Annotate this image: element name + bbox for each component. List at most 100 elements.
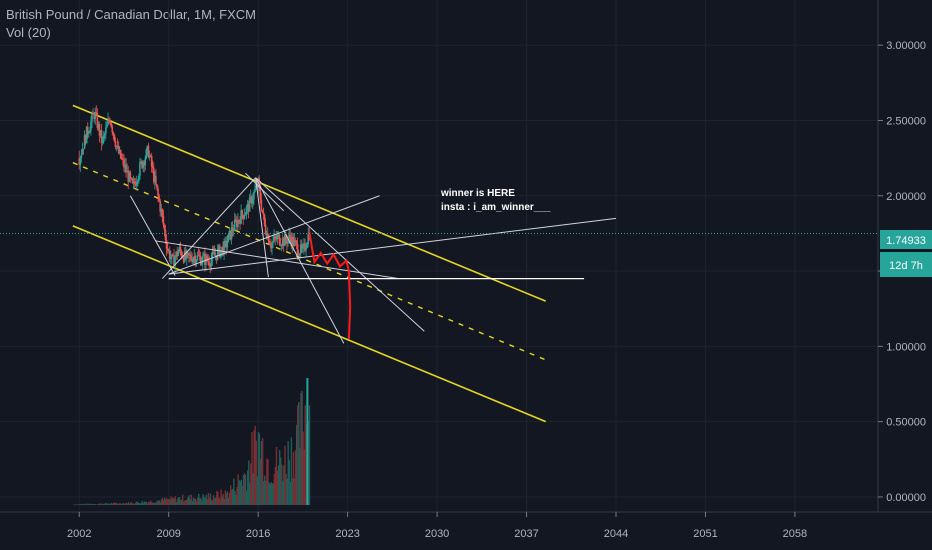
volume-bar	[88, 504, 90, 505]
volume-bar	[126, 503, 129, 505]
current-price-value: 1.74933	[886, 235, 926, 247]
volume-bar	[254, 425, 256, 505]
volume-bar	[129, 502, 132, 505]
volume-bar	[141, 501, 143, 505]
volume-bar	[136, 501, 138, 505]
candle-body	[177, 251, 180, 257]
volume-bar	[101, 504, 103, 505]
candle-body	[103, 133, 106, 136]
volume-bar	[94, 504, 97, 505]
volume-bar	[305, 424, 307, 505]
volume-bar	[257, 432, 260, 505]
price-tick-label: 3.00000	[886, 40, 926, 52]
price-tick-label: 0.50000	[886, 417, 926, 429]
volume-bar	[202, 493, 204, 505]
volume-bar	[155, 503, 157, 505]
volume-bar	[262, 480, 265, 505]
volume-bar	[229, 485, 232, 505]
volume-bar	[127, 502, 130, 505]
volume-bar	[130, 502, 133, 505]
volume-bar	[201, 500, 203, 505]
candle-body	[262, 212, 265, 215]
candle-body	[135, 181, 138, 186]
time-axis[interactable]: 2002 2009 2016 2023 2030 2037 2044 2051 2058	[0, 511, 932, 540]
time-tick-label: 2051	[693, 528, 717, 540]
volume-bar	[261, 438, 264, 505]
time-tick-label: 2037	[514, 528, 538, 540]
volume-bar	[83, 504, 85, 505]
volume-bar	[282, 481, 284, 505]
volume-bar	[117, 503, 119, 505]
candle-body	[80, 154, 83, 158]
price-tick-label: 2.00000	[886, 191, 926, 203]
volume-bar	[98, 503, 101, 505]
candle-body	[106, 124, 108, 128]
volume-bar	[178, 497, 181, 505]
volume-bar	[271, 483, 273, 505]
volume-bar	[220, 489, 222, 505]
candle-body	[138, 175, 140, 181]
candle-body	[79, 157, 82, 165]
volume-bar	[154, 502, 156, 505]
candle-body	[237, 219, 239, 227]
candle-body	[286, 240, 288, 244]
volume-bar	[258, 433, 261, 505]
volume-bar	[274, 466, 277, 505]
candle-body	[239, 220, 241, 224]
candle-body	[123, 159, 125, 168]
volume-bar	[256, 476, 259, 505]
volume-bar	[292, 451, 295, 505]
candle-body	[172, 254, 174, 256]
volume-bar	[118, 503, 120, 505]
candle-body	[78, 158, 81, 165]
candle-body	[220, 250, 222, 257]
candle-body	[307, 233, 310, 245]
time-tick-label: 2044	[604, 528, 628, 540]
candle-body	[231, 227, 234, 231]
candle-body	[189, 255, 191, 257]
candle-body	[261, 209, 264, 213]
volume-bar	[176, 498, 179, 505]
candle-body	[97, 123, 100, 129]
candle-body	[125, 164, 127, 173]
volume-bar	[280, 457, 282, 505]
candle-body	[122, 158, 124, 160]
volume-bar	[251, 432, 253, 505]
volume-bar	[214, 498, 216, 505]
candle-body	[269, 243, 271, 246]
volume-bar	[260, 440, 263, 505]
price-tick-label: 0.00000	[886, 492, 926, 504]
candle-body	[240, 210, 242, 224]
volume-bar	[300, 392, 302, 505]
volume-bar	[123, 503, 125, 505]
candle-body	[88, 132, 90, 135]
time-tick-label: 2009	[156, 528, 180, 540]
candle-body	[303, 243, 305, 248]
volume-bar	[86, 504, 88, 505]
candle-body	[119, 150, 122, 159]
volume-bar	[296, 424, 298, 505]
volume-bar	[120, 503, 122, 505]
volume-bar	[103, 504, 105, 505]
candle-body	[244, 213, 247, 216]
volume-bar	[303, 449, 305, 505]
volume-bar	[235, 494, 237, 505]
candle-body	[213, 252, 216, 256]
volume-bar	[195, 501, 198, 505]
volume-bar	[138, 502, 140, 505]
volume-bar	[204, 498, 206, 505]
candle-body	[171, 254, 173, 258]
candle-body	[150, 155, 153, 167]
price-tick-label: 2.50000	[886, 115, 926, 127]
volume-bar	[112, 502, 115, 505]
volume-bar	[143, 501, 146, 505]
candle-body	[272, 240, 274, 243]
volume-bar	[264, 475, 266, 505]
candle-body	[192, 258, 194, 263]
volume-bar	[139, 503, 141, 505]
volume-bar	[174, 496, 177, 505]
price-tick-label: 1.00000	[886, 341, 926, 353]
candle-body	[154, 175, 156, 183]
volume-bar	[304, 405, 306, 505]
